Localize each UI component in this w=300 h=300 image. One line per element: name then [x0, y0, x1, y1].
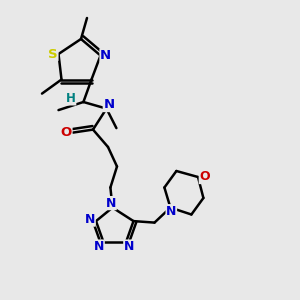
Text: N: N	[94, 240, 104, 253]
Text: N: N	[166, 205, 176, 218]
Text: N: N	[100, 49, 111, 62]
Text: N: N	[124, 240, 134, 253]
Text: N: N	[106, 196, 116, 210]
Text: O: O	[199, 170, 210, 184]
Text: O: O	[61, 126, 72, 139]
Text: S: S	[48, 47, 58, 61]
Text: N: N	[103, 98, 115, 112]
Text: H: H	[66, 92, 76, 105]
Text: N: N	[85, 213, 95, 226]
